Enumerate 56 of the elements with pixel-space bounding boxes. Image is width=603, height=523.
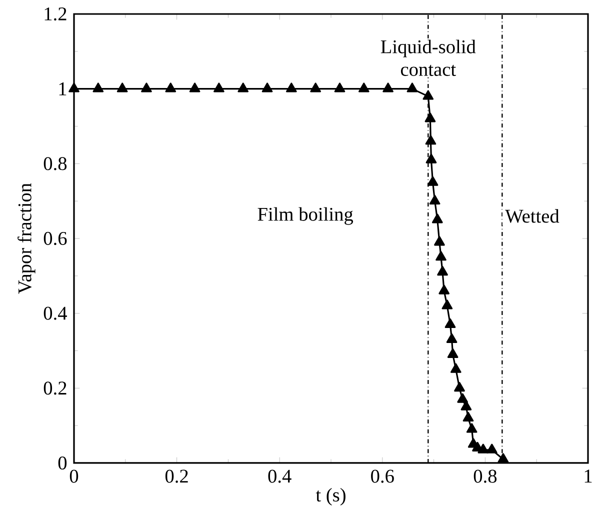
point <box>189 82 200 92</box>
x-tick-label: 0.6 <box>371 470 394 483</box>
x-tick-label: 0.8 <box>474 470 497 483</box>
point <box>358 82 370 92</box>
point <box>446 333 458 343</box>
point <box>382 82 394 92</box>
point <box>165 82 176 92</box>
point <box>426 154 437 164</box>
x-tick-label: 0 <box>70 470 78 483</box>
point <box>432 214 443 224</box>
point <box>68 82 80 92</box>
point <box>450 363 462 373</box>
point <box>141 82 152 92</box>
ref-line-label: Wetted <box>505 209 560 223</box>
y-tick-label: 0.6 <box>44 232 67 246</box>
point <box>462 412 474 422</box>
ref-line-label: Liquid-solid contact <box>380 40 476 76</box>
y-tick-label: 1.2 <box>44 7 66 21</box>
point <box>425 135 436 145</box>
point <box>427 176 438 186</box>
point <box>442 300 453 310</box>
point <box>457 393 468 403</box>
point <box>424 112 436 122</box>
y-tick-label: 0.8 <box>44 157 67 170</box>
point <box>262 82 273 92</box>
point <box>406 82 418 92</box>
point <box>92 82 104 92</box>
point <box>444 318 456 328</box>
point <box>310 82 321 92</box>
x-axis-title: t (s) <box>316 488 346 506</box>
point <box>486 444 498 454</box>
point <box>454 382 465 392</box>
point <box>498 453 509 463</box>
y-tick-label: 0 <box>58 456 67 470</box>
y-tick-label: 0.2 <box>44 382 66 395</box>
y-tick-label: 1 <box>59 82 66 96</box>
annotation: Film boiling <box>258 207 354 225</box>
point <box>238 82 249 92</box>
y-tick-label: 0.4 <box>44 306 67 320</box>
point <box>429 194 440 205</box>
point <box>434 236 445 246</box>
point <box>116 82 128 92</box>
point <box>438 284 450 294</box>
point <box>334 82 346 92</box>
y-axis-title: Vapor fraction <box>18 183 36 294</box>
point <box>447 348 458 358</box>
point <box>422 90 434 100</box>
point <box>214 82 224 92</box>
x-tick-label: 0.4 <box>268 470 292 483</box>
point <box>478 444 489 454</box>
x-tick-label: 0.2 <box>165 470 188 483</box>
point <box>466 423 478 433</box>
point <box>286 82 297 92</box>
point <box>436 251 446 261</box>
x-tick-label: 1 <box>584 470 592 482</box>
point <box>437 266 448 276</box>
